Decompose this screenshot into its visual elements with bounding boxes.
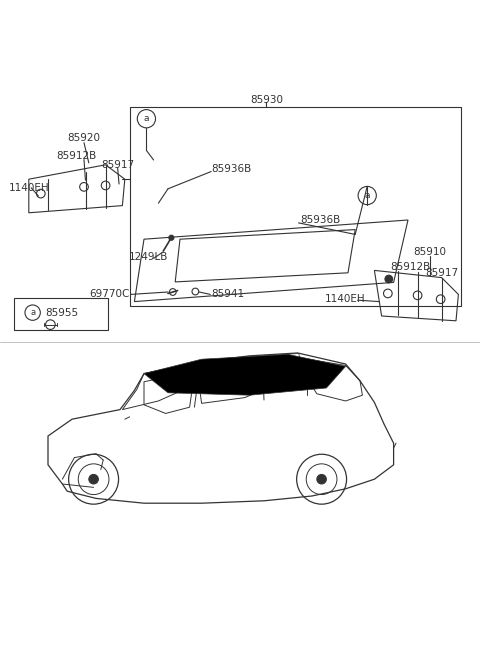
Text: 69770C: 69770C bbox=[89, 289, 130, 299]
Text: 85917: 85917 bbox=[425, 268, 458, 278]
Text: a: a bbox=[144, 114, 149, 123]
Text: 85920: 85920 bbox=[68, 133, 100, 144]
Text: a: a bbox=[30, 308, 35, 317]
Polygon shape bbox=[144, 354, 346, 395]
Text: 85912B: 85912B bbox=[390, 262, 431, 272]
Text: 85941: 85941 bbox=[211, 289, 244, 299]
Text: a: a bbox=[364, 191, 370, 200]
Text: 1140EH: 1140EH bbox=[9, 183, 49, 193]
Bar bbox=[14, 298, 108, 331]
Text: 1249LB: 1249LB bbox=[129, 252, 168, 262]
Text: 1140EH: 1140EH bbox=[325, 294, 366, 304]
Text: 85912B: 85912B bbox=[57, 151, 97, 161]
Text: 85936B: 85936B bbox=[300, 215, 340, 225]
Text: 85917: 85917 bbox=[101, 160, 134, 170]
Bar bbox=[130, 107, 461, 306]
Text: 85930: 85930 bbox=[250, 95, 283, 105]
Text: 85955: 85955 bbox=[46, 308, 79, 318]
Circle shape bbox=[385, 276, 393, 283]
Text: 85936B: 85936B bbox=[211, 163, 252, 174]
Text: 85910: 85910 bbox=[413, 247, 446, 257]
Circle shape bbox=[317, 474, 326, 484]
Circle shape bbox=[89, 474, 98, 484]
Circle shape bbox=[169, 236, 174, 240]
